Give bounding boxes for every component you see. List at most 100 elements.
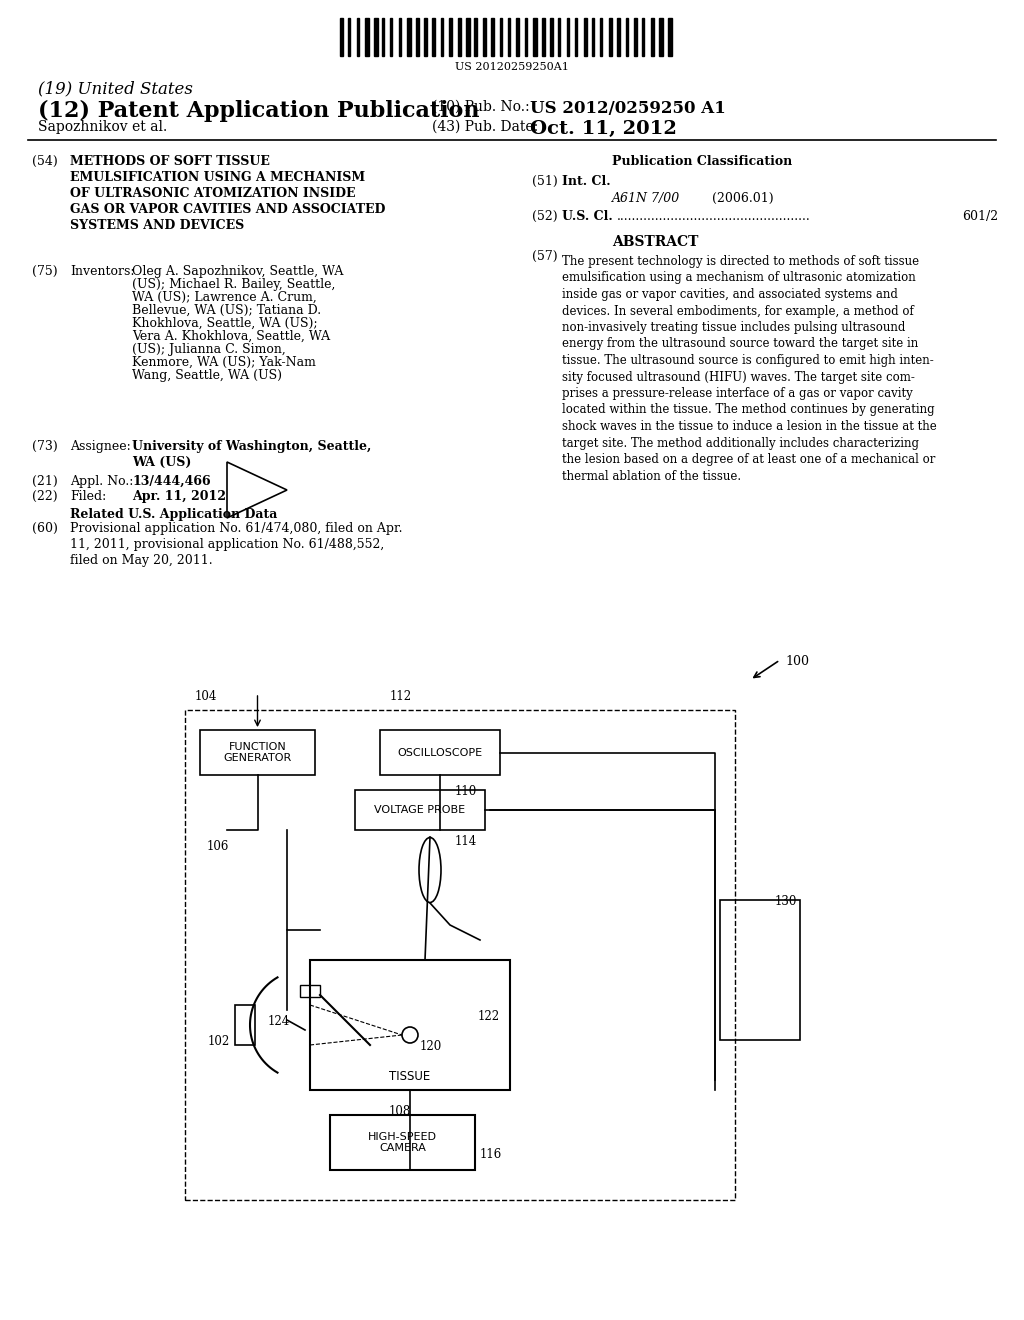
Bar [668, 18, 671, 55]
Text: Assignee:: Assignee: [70, 440, 131, 453]
Text: (43) Pub. Date:: (43) Pub. Date: [432, 120, 539, 135]
Bar [440, 18, 443, 55]
Bar [600, 18, 603, 55]
Bar [500, 18, 504, 55]
Bar [374, 18, 378, 55]
Bar [482, 18, 486, 55]
Bar [720, 900, 800, 1040]
Bar [458, 18, 462, 55]
Bar [450, 18, 453, 55]
Bar [542, 18, 544, 55]
Bar [642, 18, 646, 55]
Text: Inventors:: Inventors: [70, 265, 134, 279]
Bar [524, 18, 526, 55]
Text: Vera A. Khokhlova, Seattle, WA: Vera A. Khokhlova, Seattle, WA [132, 330, 330, 343]
Bar [466, 18, 469, 55]
Text: (54): (54) [32, 154, 57, 168]
Text: The present technology is directed to methods of soft tissue
emulsification usin: The present technology is directed to me… [562, 255, 937, 483]
Bar [626, 18, 628, 55]
Text: 106: 106 [207, 840, 229, 853]
Text: Filed:: Filed: [70, 490, 106, 503]
Bar [185, 710, 735, 1200]
Bar [380, 730, 500, 775]
Text: Oleg A. Sapozhnikov, Seattle, WA: Oleg A. Sapozhnikov, Seattle, WA [132, 265, 343, 279]
Text: (2006.01): (2006.01) [712, 191, 773, 205]
Bar [355, 789, 485, 830]
Text: Wang, Seattle, WA (US): Wang, Seattle, WA (US) [132, 370, 282, 381]
Bar [651, 18, 653, 55]
Bar [382, 18, 385, 55]
Text: 124: 124 [267, 1015, 290, 1028]
Text: 13/444,466: 13/444,466 [132, 475, 211, 488]
Text: 120: 120 [420, 1040, 442, 1053]
Bar [534, 18, 536, 55]
Text: Publication Classification: Publication Classification [612, 154, 793, 168]
Text: (51): (51) [532, 176, 558, 187]
Text: US 2012/0259250 A1: US 2012/0259250 A1 [530, 100, 726, 117]
Text: (52): (52) [532, 210, 558, 223]
Text: 601/2: 601/2 [962, 210, 998, 223]
Text: (22): (22) [32, 490, 57, 503]
Bar [575, 18, 578, 55]
Text: HIGH-SPEED
CAMERA: HIGH-SPEED CAMERA [368, 1131, 437, 1154]
Bar [550, 18, 554, 55]
Text: (75): (75) [32, 265, 57, 279]
Text: WA (US); Lawrence A. Crum,: WA (US); Lawrence A. Crum, [132, 290, 316, 304]
Bar [432, 18, 436, 55]
Bar [348, 18, 350, 55]
Text: (73): (73) [32, 440, 57, 453]
Bar [617, 18, 621, 55]
Text: 104: 104 [195, 690, 217, 704]
Text: US 20120259250A1: US 20120259250A1 [455, 62, 569, 73]
Bar [340, 18, 344, 55]
Text: (12) Patent Application Publication: (12) Patent Application Publication [38, 100, 479, 121]
Bar [398, 18, 402, 55]
Bar [609, 18, 610, 55]
Bar [416, 18, 420, 55]
Text: (US); Julianna C. Simon,: (US); Julianna C. Simon, [132, 343, 286, 356]
Text: Oct. 11, 2012: Oct. 11, 2012 [530, 120, 677, 139]
Text: (19) United States: (19) United States [38, 81, 193, 96]
Text: Appl. No.:: Appl. No.: [70, 475, 133, 488]
Bar [424, 18, 426, 55]
Text: Related U.S. Application Data: Related U.S. Application Data [70, 508, 278, 521]
Bar [300, 985, 319, 997]
Bar [558, 18, 560, 55]
Text: (21): (21) [32, 475, 57, 488]
Text: Kenmore, WA (US); Yak-Nam: Kenmore, WA (US); Yak-Nam [132, 356, 315, 370]
Text: 130: 130 [775, 895, 798, 908]
Bar [200, 730, 315, 775]
Bar [408, 18, 410, 55]
Text: Provisional application No. 61/474,080, filed on Apr.
11, 2011, provisional appl: Provisional application No. 61/474,080, … [70, 521, 402, 568]
Bar [310, 960, 510, 1090]
Text: Bellevue, WA (US); Tatiana D.: Bellevue, WA (US); Tatiana D. [132, 304, 322, 317]
Text: University of Washington, Seattle,
WA (US): University of Washington, Seattle, WA (U… [132, 440, 372, 469]
Text: U.S. Cl.: U.S. Cl. [562, 210, 612, 223]
Text: (57): (57) [532, 249, 558, 263]
Text: Sapozhnikov et al.: Sapozhnikov et al. [38, 120, 167, 135]
Text: (US); Michael R. Bailey, Seattle,: (US); Michael R. Bailey, Seattle, [132, 279, 336, 290]
Text: METHODS OF SOFT TISSUE
EMULSIFICATION USING A MECHANISM
OF ULTRASONIC ATOMIZATIO: METHODS OF SOFT TISSUE EMULSIFICATION US… [70, 154, 385, 232]
Text: 116: 116 [480, 1147, 502, 1160]
Text: ABSTRACT: ABSTRACT [612, 235, 698, 249]
Bar [659, 18, 663, 55]
Bar [584, 18, 588, 55]
Text: ..................................................: ........................................… [617, 210, 811, 223]
Bar [356, 18, 359, 55]
Text: A61N 7/00: A61N 7/00 [612, 191, 680, 205]
Bar [592, 18, 594, 55]
Bar [474, 18, 476, 55]
Text: 108: 108 [389, 1105, 411, 1118]
Text: 102: 102 [208, 1035, 230, 1048]
Text: Khokhlova, Seattle, WA (US);: Khokhlova, Seattle, WA (US); [132, 317, 317, 330]
Bar [508, 18, 511, 55]
Bar [390, 18, 394, 55]
Text: FUNCTION
GENERATOR: FUNCTION GENERATOR [223, 742, 292, 763]
Text: 112: 112 [390, 690, 412, 704]
Text: 114: 114 [455, 836, 477, 847]
Bar [366, 18, 370, 55]
Text: Apr. 11, 2012: Apr. 11, 2012 [132, 490, 226, 503]
Bar [492, 18, 494, 55]
Text: (60): (60) [32, 521, 58, 535]
Text: 122: 122 [478, 1010, 500, 1023]
